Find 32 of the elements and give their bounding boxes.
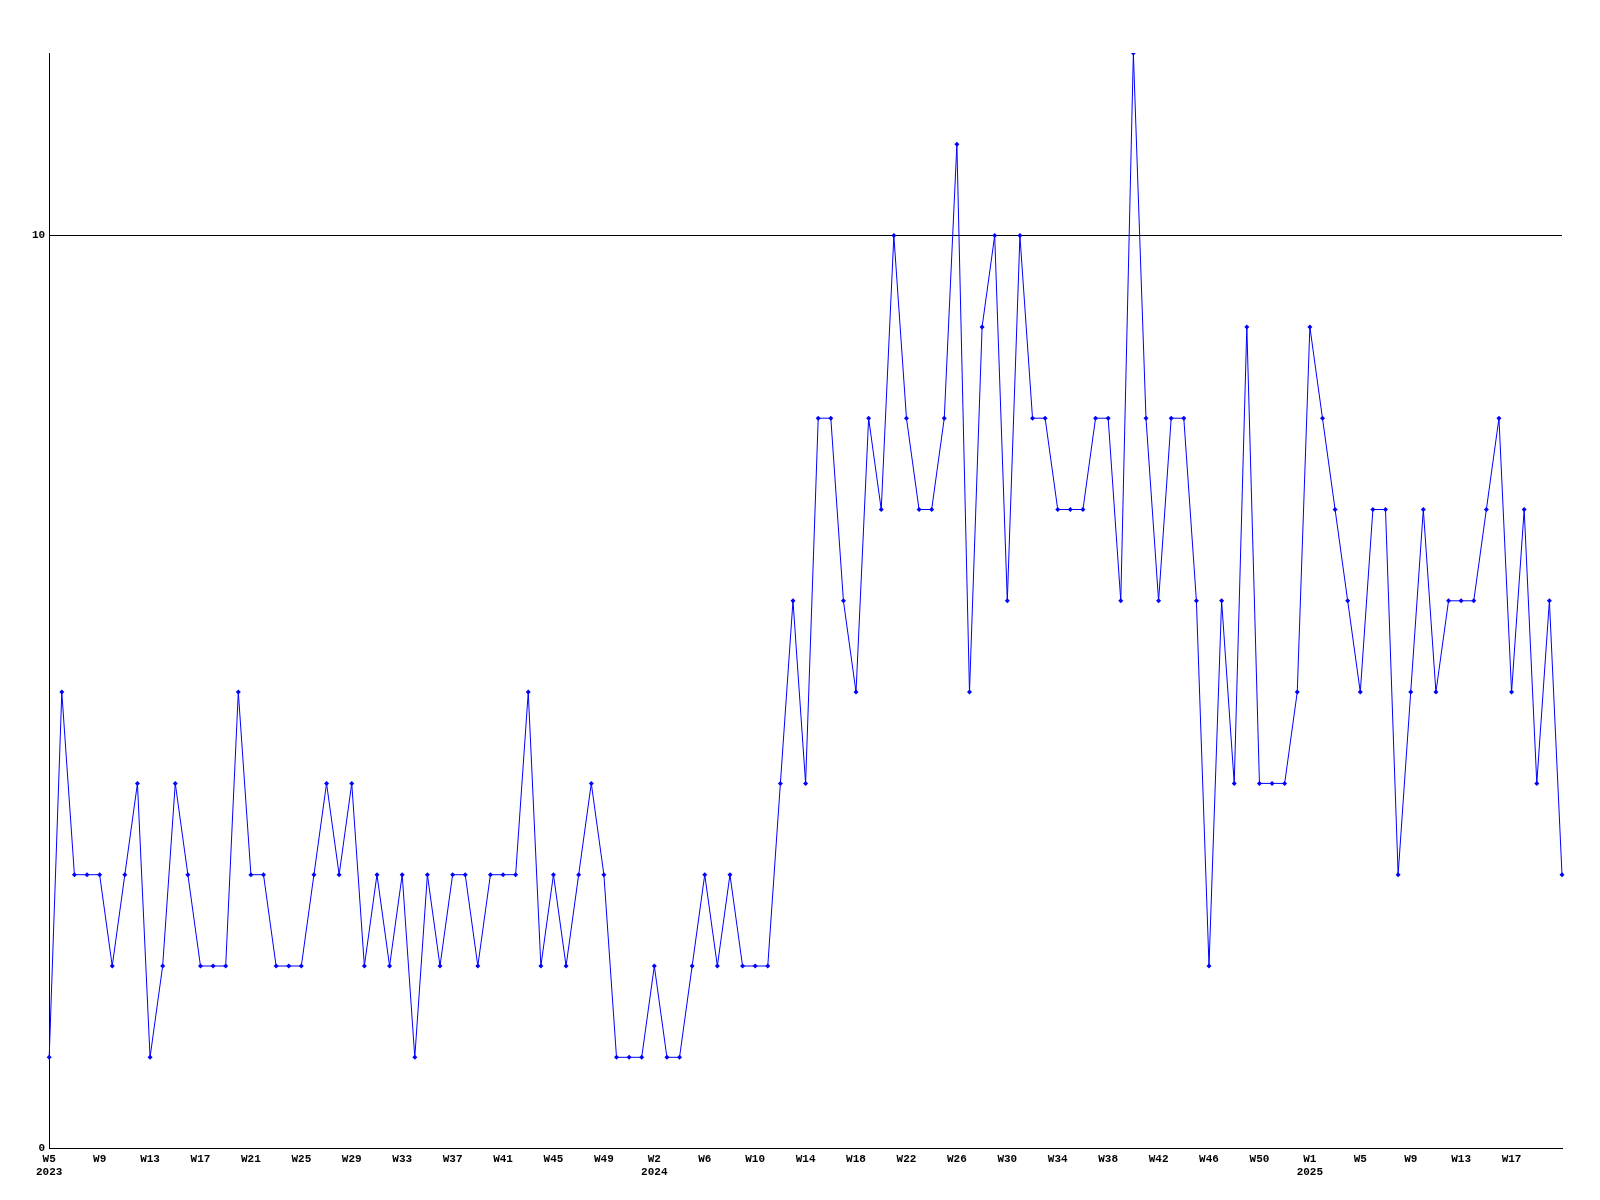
x-tick-label: W30: [997, 1152, 1018, 1165]
y-tick-label: 0: [38, 1142, 46, 1155]
x-tick-label: W17: [1501, 1152, 1522, 1165]
x-tick-label: W42: [1148, 1152, 1169, 1165]
x-tick-label: W5 2023: [36, 1152, 63, 1179]
x-tick-label: W13: [1451, 1152, 1472, 1165]
x-tick-label: W38: [1098, 1152, 1119, 1165]
x-tick-label: W25: [291, 1152, 312, 1165]
x-tick-label: W50: [1249, 1152, 1270, 1165]
x-tick-label: W26: [946, 1152, 967, 1165]
x-tick-label: W29: [341, 1152, 362, 1165]
x-tick-label: W41: [493, 1152, 514, 1165]
x-tick-label: W37: [442, 1152, 463, 1165]
x-tick-label: W13: [140, 1152, 161, 1165]
x-tick-label: W2 2024: [641, 1152, 668, 1179]
x-tick-label: W46: [1199, 1152, 1219, 1165]
x-tick-label: W14: [795, 1152, 816, 1165]
x-tick-label: W9: [93, 1152, 107, 1165]
x-tick-label: W18: [846, 1152, 867, 1165]
x-tick-label: W34: [1047, 1152, 1069, 1165]
y-tick-label: 10: [32, 229, 46, 242]
x-tick-label: W5: [1353, 1152, 1368, 1165]
x-tick-label: W9: [1404, 1152, 1418, 1165]
x-tick-label: W22: [896, 1152, 917, 1165]
x-tick-label: W6: [698, 1152, 712, 1165]
x-tick-label: W10: [745, 1152, 766, 1165]
x-tick-label: W49: [593, 1152, 614, 1165]
x-tick-label: W45: [543, 1152, 564, 1165]
x-tick-label: W33: [392, 1152, 413, 1165]
x-tick-label: W1 2025: [1296, 1152, 1324, 1179]
x-tick-label: W21: [241, 1152, 262, 1165]
x-tick-label: W17: [190, 1152, 211, 1165]
